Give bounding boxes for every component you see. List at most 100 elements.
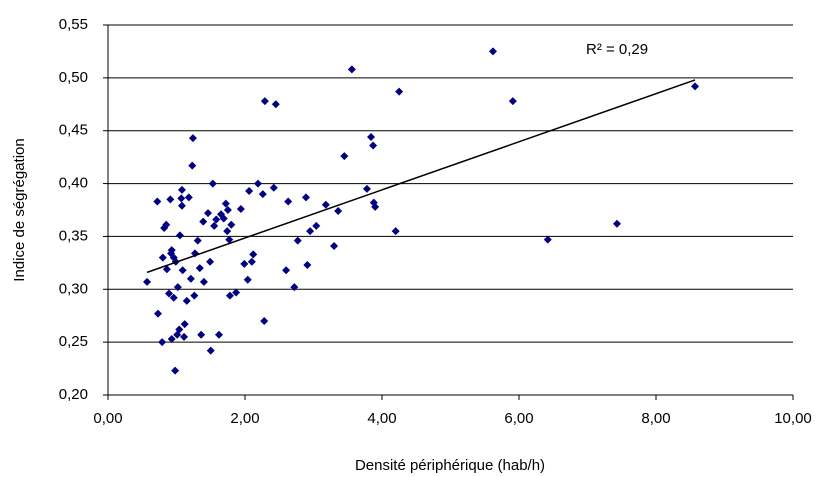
point	[312, 221, 321, 230]
point	[271, 100, 280, 109]
point	[212, 215, 221, 224]
point	[240, 259, 249, 268]
point	[204, 209, 213, 218]
point	[225, 235, 234, 244]
point	[175, 325, 184, 334]
y-tick-label: 0,20	[59, 386, 88, 403]
point	[321, 200, 330, 209]
point	[488, 47, 497, 56]
point	[166, 195, 175, 204]
point	[167, 246, 176, 255]
point	[177, 185, 186, 194]
point	[199, 277, 208, 286]
point	[227, 220, 236, 229]
point	[154, 309, 163, 318]
point	[269, 183, 278, 192]
y-tick-label: 0,40	[59, 175, 88, 192]
point	[284, 197, 293, 206]
point	[243, 275, 252, 284]
point	[543, 235, 552, 244]
point	[258, 190, 267, 199]
point	[186, 274, 195, 283]
x-axis-title: Densité périphérique (hab/h)	[355, 457, 545, 474]
point	[303, 260, 312, 269]
point	[184, 193, 193, 202]
point	[236, 204, 245, 213]
point	[290, 283, 299, 292]
y-tick-label: 0,50	[59, 69, 88, 86]
point	[206, 257, 215, 266]
point	[206, 346, 215, 355]
annotation: R² = 0,29	[586, 41, 648, 58]
point	[162, 265, 171, 274]
point	[208, 179, 217, 188]
point	[158, 338, 167, 347]
y-tick-label: 0,35	[59, 227, 88, 244]
point	[225, 291, 234, 300]
point	[330, 241, 339, 250]
point	[177, 194, 186, 203]
x-tick-label: 4,00	[367, 410, 396, 427]
point	[175, 231, 184, 240]
x-tick-label: 8,00	[641, 410, 670, 427]
point	[245, 186, 254, 195]
point	[188, 161, 197, 170]
point	[282, 266, 291, 275]
point	[177, 201, 186, 210]
point	[190, 249, 199, 258]
point	[691, 82, 700, 91]
point	[247, 257, 256, 266]
trend-line	[146, 79, 696, 274]
point	[190, 291, 199, 300]
point	[169, 293, 178, 302]
point	[367, 133, 376, 142]
point	[178, 266, 187, 275]
point	[293, 236, 302, 245]
point	[260, 317, 269, 325]
point	[219, 214, 228, 223]
point	[171, 366, 180, 375]
point	[221, 199, 230, 208]
point	[391, 227, 400, 236]
point	[188, 134, 197, 143]
x-tick-label: 0,00	[93, 410, 122, 427]
point	[210, 221, 219, 230]
point	[143, 277, 152, 286]
y-axis-title: Indice de ségrégation	[11, 138, 28, 281]
point	[347, 65, 356, 74]
point	[223, 227, 232, 236]
x-tick-label: 6,00	[504, 410, 533, 427]
point	[214, 330, 223, 339]
point	[334, 207, 343, 216]
point	[223, 206, 232, 214]
point	[260, 97, 269, 106]
point	[199, 217, 208, 226]
point	[612, 219, 621, 228]
y-tick-label: 0,30	[59, 280, 88, 297]
point	[153, 197, 162, 206]
x-tick-label: 10,00	[774, 410, 812, 427]
point	[164, 289, 173, 298]
point	[197, 330, 206, 339]
point	[158, 253, 167, 262]
y-tick-label: 0,55	[59, 16, 88, 33]
point	[369, 141, 378, 150]
point	[180, 332, 189, 341]
point	[301, 193, 310, 202]
y-tick-label: 0,25	[59, 333, 88, 350]
point	[306, 227, 315, 236]
y-tick-label: 0,45	[59, 122, 88, 139]
point	[193, 236, 202, 245]
point	[340, 152, 349, 161]
point	[195, 264, 204, 273]
point	[162, 220, 171, 229]
point	[508, 97, 517, 106]
point	[395, 87, 404, 96]
point	[167, 334, 176, 343]
point	[182, 296, 191, 305]
point	[232, 288, 241, 297]
point	[362, 184, 371, 193]
point	[173, 283, 182, 292]
point	[371, 202, 380, 211]
